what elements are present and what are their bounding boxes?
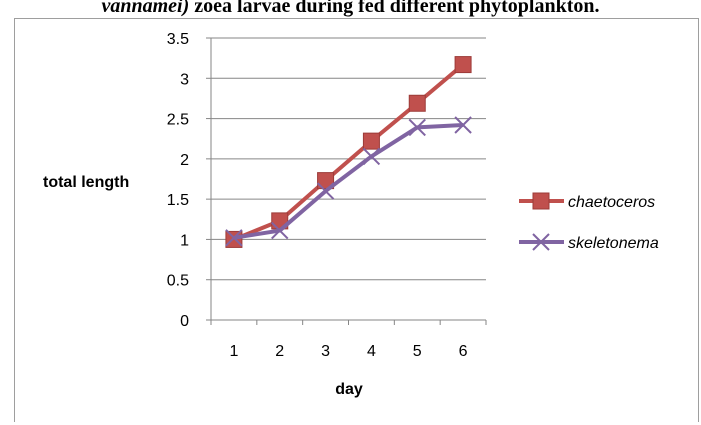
series-line [233,63,465,242]
x-axis-title: day [335,381,363,398]
y-tick-label: 3.5 [167,31,189,48]
data-point [362,132,380,150]
y-tick-label: 0.5 [167,273,189,290]
y-tick-label: 2 [180,152,189,169]
caption-italic-text: vannamei) [101,0,190,17]
x-tick-label: 4 [367,343,376,360]
chart-frame [14,18,699,422]
legend-marker [532,233,550,251]
legend-label: skeletonema [568,235,659,252]
y-tick-label: 0 [180,313,189,330]
legend-item-chaetoceros: chaetoceros [519,192,655,211]
data-point [454,56,472,74]
data-point [408,94,426,112]
x-tick-labels: 1 2 3 4 5 6 [229,343,467,360]
legend: chaetoceros skeletonema [519,192,659,252]
y-tick-labels: 0 0.5 1 1.5 2 2.5 3 3.5 [167,31,189,330]
x-tick-label: 2 [275,343,284,360]
legend-marker [532,192,550,210]
series-layer [225,56,472,248]
y-tick-label: 2.5 [167,112,189,129]
x-tick-label: 5 [413,343,422,360]
data-point [316,182,335,200]
y-tick-label: 1.5 [167,192,189,209]
legend-label: chaetoceros [568,194,655,211]
data-point [225,230,243,248]
y-tick-label: 1 [180,232,189,249]
y-tick-label: 3 [180,71,189,88]
legend-item-skeletonema: skeletonema [519,233,659,252]
x-tick-label: 6 [459,343,468,360]
x-tick-label: 1 [229,343,238,360]
y-axis-title: total length [43,174,129,191]
data-point [454,116,472,134]
series-skeletonema [225,116,472,247]
data-point [271,221,289,240]
data-point [362,147,381,166]
caption-text: zoea larvae during fed different phytopl… [189,0,600,17]
figure-caption: vannamei) zoea larvae during fed differe… [0,0,701,21]
data-point [408,118,426,137]
gridlines [211,37,486,281]
series-chaetoceros [225,56,472,248]
axes [206,37,487,325]
x-tick-label: 3 [321,343,330,360]
data-point [225,229,243,247]
series-line [233,123,464,240]
